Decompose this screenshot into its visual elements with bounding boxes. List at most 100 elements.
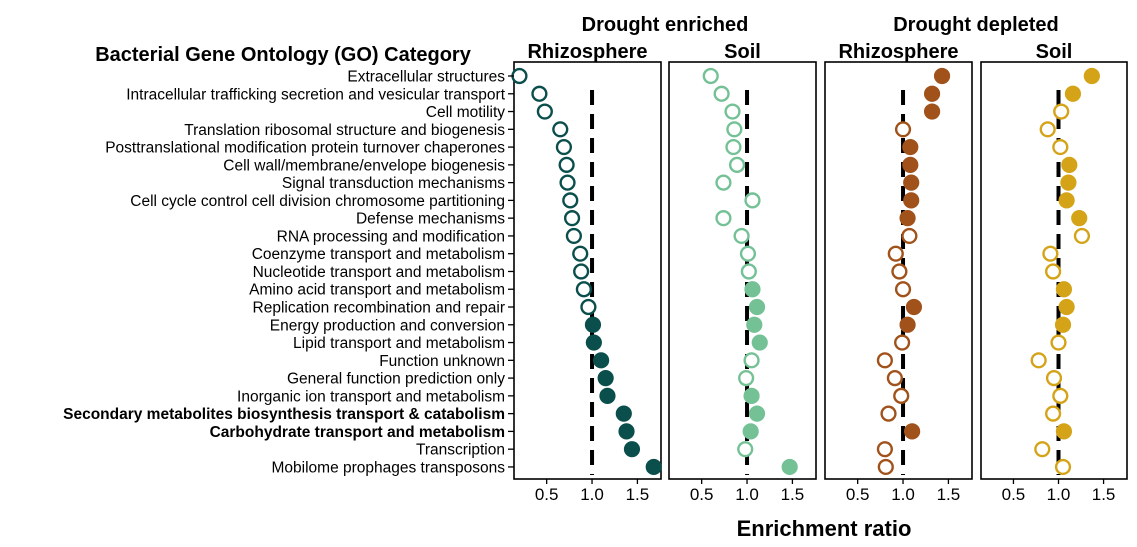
data-point — [744, 192, 761, 209]
data-point — [585, 334, 602, 351]
x-tick-label: 0.5 — [846, 485, 870, 504]
panel-frame — [513, 61, 662, 480]
data-point — [748, 405, 766, 422]
data-point — [1030, 352, 1047, 369]
panel-title: Soil — [724, 41, 761, 63]
data-point — [726, 121, 743, 138]
data-point — [737, 441, 754, 458]
data-point — [877, 458, 894, 476]
x-tick-label: 0.5 — [535, 485, 559, 504]
data-point — [1054, 316, 1072, 333]
data-point — [623, 441, 641, 458]
data-point — [880, 405, 897, 422]
category-label: Amino acid transport and metabolism — [249, 282, 505, 299]
category-label: Cell wall/membrane/envelope biogenesis — [223, 157, 505, 174]
data-point — [552, 121, 569, 138]
panel-title: Rhizosphere — [527, 41, 647, 63]
data-point — [558, 156, 575, 173]
category-label: Coenzyme transport and metabolism — [252, 246, 505, 263]
data-point — [899, 210, 916, 227]
x-tick-label: 0.5 — [1002, 485, 1026, 504]
data-point — [615, 405, 632, 422]
data-point — [933, 67, 951, 85]
data-point — [1044, 405, 1062, 422]
data-point — [572, 245, 589, 262]
x-tick-label: 1.0 — [1047, 485, 1071, 504]
data-point — [1054, 458, 1072, 476]
panel-2: Soil 0.5 1.0 1.5 — [668, 41, 817, 504]
data-point — [902, 138, 919, 156]
category-label: Transcription — [416, 442, 505, 459]
data-point — [1045, 369, 1063, 387]
chart-panels: Drought enriched Drought depleted Rhizosph… — [511, 14, 1128, 504]
category-label: Lipid transport and metabolism — [293, 335, 505, 352]
data-point — [593, 352, 610, 369]
x-tick-label: 1.0 — [891, 485, 915, 504]
category-label: Mobilome prophages transposons — [272, 459, 506, 476]
data-point — [739, 245, 757, 262]
panel-4: Soil 0.5 1.0 1.5 — [980, 41, 1128, 504]
data-point — [1055, 423, 1073, 440]
data-point — [746, 316, 763, 333]
panel-frame — [668, 61, 817, 480]
data-point — [563, 210, 581, 227]
data-point — [1073, 227, 1091, 245]
x-tick-label: 0.5 — [690, 485, 714, 504]
data-point — [1042, 245, 1059, 262]
x-tick-label: 1.5 — [937, 485, 961, 504]
data-point — [1064, 85, 1082, 102]
group-title-depleted: Drought depleted — [893, 14, 1059, 36]
category-label: Posttranslational modification protein t… — [105, 140, 505, 157]
data-point — [923, 85, 941, 102]
category-label: Cell motility — [426, 104, 505, 121]
panel-3: Rhizosphere 0.5 1.0 1.5 — [824, 41, 973, 504]
data-point — [876, 352, 893, 369]
data-point — [702, 67, 719, 85]
data-point — [536, 103, 553, 120]
x-axis-label: Enrichment ratio — [737, 516, 912, 541]
x-tick-label: 1.0 — [735, 485, 759, 504]
data-point — [1071, 210, 1088, 227]
data-point — [748, 298, 766, 316]
chart-title: Bacterial Gene Ontology (GO) Category — [95, 44, 472, 66]
category-label: RNA processing and modification — [277, 228, 505, 245]
data-point — [876, 441, 893, 458]
data-point — [743, 387, 760, 404]
data-point — [923, 103, 941, 120]
category-label: Signal transduction mechanisms — [282, 175, 505, 192]
data-point — [580, 298, 597, 316]
panel-title: Rhizosphere — [838, 41, 958, 63]
data-point — [894, 281, 912, 298]
data-point — [751, 334, 768, 351]
category-label: Extracellular structures — [347, 69, 505, 86]
data-point — [565, 227, 582, 245]
data-point — [887, 245, 904, 262]
x-tick-label: 1.5 — [781, 485, 805, 504]
data-point — [618, 423, 635, 440]
data-point — [597, 369, 614, 387]
data-point — [715, 210, 732, 227]
panel-frame — [824, 61, 973, 480]
category-label: Inorganic ion transport and metabolism — [237, 388, 505, 405]
data-point — [1039, 121, 1056, 138]
data-point — [728, 156, 746, 173]
data-point — [733, 227, 750, 245]
data-point — [599, 387, 616, 404]
x-tick-label: 1.0 — [580, 485, 604, 504]
category-label: Translation ribosomal structure and biog… — [184, 122, 505, 139]
data-point — [743, 352, 760, 369]
category-label: Energy production and conversion — [270, 317, 505, 334]
data-point — [1052, 138, 1069, 156]
panel-1: Rhizosphere 0.5 1.0 1.5 — [511, 41, 662, 504]
data-point — [1061, 156, 1078, 173]
category-label: Defense mechanisms — [356, 211, 505, 228]
data-point — [903, 174, 920, 191]
data-point — [531, 85, 548, 102]
category-label: Function unknown — [379, 353, 505, 370]
data-point — [562, 192, 579, 209]
data-point — [725, 138, 742, 156]
category-label: Nucleotide transport and metabolism — [253, 264, 505, 281]
data-point — [584, 316, 602, 333]
